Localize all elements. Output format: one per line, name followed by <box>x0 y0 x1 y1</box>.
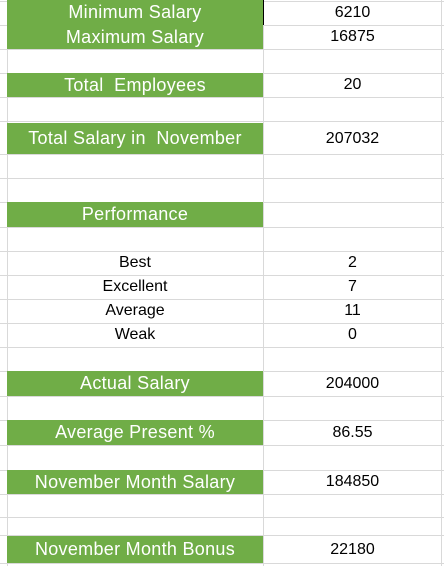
actual-salary-value[interactable]: 204000 <box>264 371 441 396</box>
total-salary-november-value[interactable]: 207032 <box>264 123 441 154</box>
minimum-salary-value-text: 6210 <box>334 3 371 21</box>
gridline <box>0 97 444 98</box>
performance-excellent-label-text: Excellent <box>102 278 168 295</box>
performance-weak-value-text: 0 <box>348 326 357 343</box>
gridline <box>0 323 444 324</box>
performance-weak-label-text: Weak <box>114 326 156 343</box>
maximum-salary-value[interactable]: 16875 <box>264 25 441 49</box>
gridline <box>0 494 444 495</box>
performance-label[interactable]: Performance <box>7 202 263 227</box>
performance-label-text: Performance <box>81 204 189 224</box>
average-present-value-text: 86.55 <box>332 423 373 441</box>
gridline <box>0 347 444 348</box>
gridline <box>263 0 264 566</box>
total-salary-november-value-text: 207032 <box>325 129 380 147</box>
performance-best-label[interactable]: Best <box>7 251 263 275</box>
gridline <box>0 535 444 536</box>
november-month-bonus-label-text: November Month Bonus <box>34 539 236 559</box>
performance-average-value-text: 11 <box>344 302 361 319</box>
gridline <box>0 445 444 446</box>
gridline <box>0 121 444 122</box>
actual-salary-value-text: 204000 <box>325 374 380 392</box>
performance-average-value[interactable]: 11 <box>264 299 441 323</box>
gridline <box>0 396 444 397</box>
gridline <box>0 299 444 300</box>
performance-excellent-value-text: 7 <box>348 278 357 295</box>
performance-best-value-text: 2 <box>348 254 357 271</box>
average-present-label[interactable]: Average Present % <box>7 420 263 445</box>
minimum-salary-label[interactable]: Minimum Salary <box>7 0 264 25</box>
maximum-salary-label[interactable]: Maximum Salary <box>7 25 263 49</box>
gridline <box>0 251 444 252</box>
performance-excellent-label[interactable]: Excellent <box>7 275 263 299</box>
total-employees-label[interactable]: Total Employees <box>7 73 263 97</box>
gridline <box>7 0 8 566</box>
november-month-salary-value[interactable]: 184850 <box>264 470 441 494</box>
performance-weak-label[interactable]: Weak <box>7 323 263 347</box>
total-salary-november-label[interactable]: Total Salary in November <box>7 123 263 154</box>
november-month-bonus-value[interactable]: 22180 <box>264 536 441 563</box>
total-employees-value-text: 20 <box>343 76 362 93</box>
actual-salary-label-text: Actual Salary <box>80 373 190 393</box>
gridline <box>0 178 444 179</box>
average-present-value[interactable]: 86.55 <box>264 420 441 445</box>
gridline <box>0 517 444 518</box>
maximum-salary-label-text: Maximum Salary <box>65 26 205 47</box>
gridline <box>0 227 444 228</box>
gridline <box>0 275 444 276</box>
performance-excellent-value[interactable]: 7 <box>264 275 441 299</box>
november-month-bonus-label[interactable]: November Month Bonus <box>7 536 263 563</box>
performance-weak-value[interactable]: 0 <box>264 323 441 347</box>
performance-average-label-text: Average <box>105 302 165 319</box>
november-month-salary-label[interactable]: November Month Salary <box>7 470 263 494</box>
gridline <box>0 563 444 564</box>
gridline <box>441 0 442 566</box>
november-month-bonus-value-text: 22180 <box>330 540 375 558</box>
november-month-salary-value-text: 184850 <box>325 473 380 490</box>
average-present-label-text: Average Present % <box>55 422 215 442</box>
total-salary-november-label-text: Total Salary in November <box>28 128 242 148</box>
gridline <box>0 49 444 50</box>
actual-salary-label[interactable]: Actual Salary <box>7 371 263 396</box>
november-month-salary-label-text: November Month Salary <box>34 471 236 492</box>
total-employees-label-text: Total Employees <box>64 74 206 95</box>
gridline <box>0 154 444 155</box>
performance-best-value[interactable]: 2 <box>264 251 441 275</box>
performance-best-label-text: Best <box>118 254 151 271</box>
performance-average-label[interactable]: Average <box>7 299 263 323</box>
minimum-salary-label-text: Minimum Salary <box>68 2 202 22</box>
maximum-salary-value-text: 16875 <box>330 28 375 45</box>
total-employees-value[interactable]: 20 <box>264 73 441 97</box>
minimum-salary-value[interactable]: 6210 <box>264 0 441 25</box>
